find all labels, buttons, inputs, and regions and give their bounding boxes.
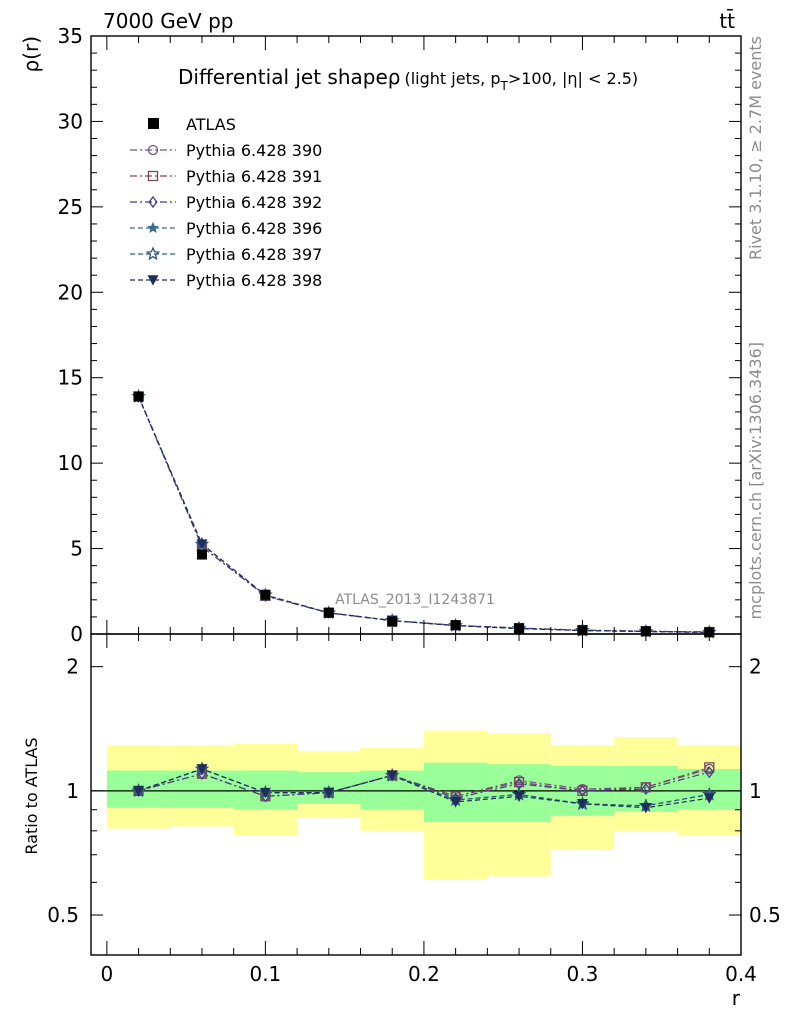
main-y-tick-label: 5 — [70, 537, 83, 561]
ratio-series-point — [513, 791, 525, 802]
legend-label: Pythia 6.428 391 — [186, 167, 322, 186]
ratio-series-point — [323, 787, 335, 799]
ratio-series-line — [138, 766, 710, 797]
main-ylabel: ρ(r) — [19, 36, 43, 73]
ratio-y-tick-label-right: 1 — [749, 779, 762, 803]
data-point — [260, 589, 271, 600]
ratio-series-point — [513, 776, 525, 788]
main-y-tick-label: 0 — [70, 622, 83, 646]
main-y-tick-label: 25 — [58, 195, 83, 219]
header-process-label: tt̄ — [719, 8, 735, 33]
legend-marker-atlas — [148, 118, 159, 129]
legend-label: Pythia 6.428 396 — [186, 219, 322, 238]
main-y-tick-label: 15 — [58, 366, 83, 390]
ratio-series-line — [138, 771, 710, 799]
plot-title: Differential jet shapeρ (light jets, pT>1… — [178, 65, 638, 93]
legend-marker — [147, 170, 159, 182]
legend-marker — [147, 221, 159, 234]
legend-marker — [147, 144, 159, 156]
legend-label: Pythia 6.428 392 — [186, 193, 322, 212]
ratio-series-point — [703, 793, 715, 804]
data-point — [133, 391, 144, 402]
ratio-series-point — [704, 766, 714, 779]
header-collision-label: 7000 GeV pp — [103, 9, 234, 33]
x-tick-label: 0 — [100, 962, 113, 986]
legend-marker — [147, 275, 159, 286]
ratio-series-point — [641, 782, 651, 796]
analysis-label: ATLAS_2013_I1243871 — [335, 592, 495, 608]
x-tick-label: 0.2 — [408, 962, 440, 986]
main-y-tick-label: 20 — [58, 280, 83, 304]
data-point — [323, 607, 334, 618]
legend-label: Pythia 6.428 390 — [186, 141, 322, 160]
ratio-series-point — [640, 782, 652, 793]
ratio-y-tick-label: 2 — [66, 655, 79, 679]
data-point — [387, 616, 398, 627]
x-axis-label: r — [732, 986, 741, 1010]
ratio-series-line — [138, 768, 710, 809]
ratio-series-point — [133, 786, 145, 797]
ratio-series-point — [196, 764, 208, 775]
plot-title-sub: (light jets, p — [404, 69, 500, 88]
ratio-series-point — [576, 799, 588, 810]
data-point — [196, 549, 207, 560]
x-tick-label: 0.1 — [249, 962, 281, 986]
ratio-series-point — [577, 784, 588, 797]
side-mcplots-label: mcplots.cern.ch [arXiv:1306.3436] — [746, 342, 765, 619]
ratio-series-point — [450, 797, 462, 808]
legend-marker — [145, 246, 161, 261]
legend-marker — [148, 195, 158, 209]
ratio-y-tick-label: 1 — [66, 779, 79, 803]
ratio-y-tick-label: 0.5 — [47, 903, 79, 927]
x-tick-label: 0.4 — [725, 962, 757, 986]
data-point — [450, 620, 461, 631]
ratio-series-point — [640, 802, 652, 814]
ratio-ylabel: Ratio to ATLAS — [22, 737, 41, 854]
ratio-plot-frame — [90, 633, 742, 956]
main-y-tick-label: 10 — [58, 451, 83, 475]
ratio-y-tick-label-right: 0.5 — [749, 903, 781, 927]
side-rivet-label: Rivet 3.1.10, ≥ 2.7M events — [746, 36, 765, 260]
main-y-tick-label: 35 — [58, 24, 83, 48]
ratio-series-point — [704, 762, 715, 773]
x-tick-label: 0.3 — [567, 962, 599, 986]
legend-label: Pythia 6.428 397 — [186, 245, 322, 264]
main-y-tick-label: 30 — [58, 109, 83, 133]
ratio-y-tick-label-right: 2 — [749, 655, 762, 679]
plot-title-sub-T: T — [500, 79, 509, 93]
legend-label-atlas: ATLAS — [186, 115, 236, 134]
plot-title-main: Differential jet shapeρ — [178, 65, 400, 89]
plot-title-sub-rest: >100, |η| < 2.5) — [508, 69, 638, 88]
main-series-point — [196, 539, 208, 550]
ratio-series-point — [386, 770, 398, 782]
legend-label: Pythia 6.428 398 — [186, 271, 322, 290]
ratio-series-point — [259, 787, 271, 799]
